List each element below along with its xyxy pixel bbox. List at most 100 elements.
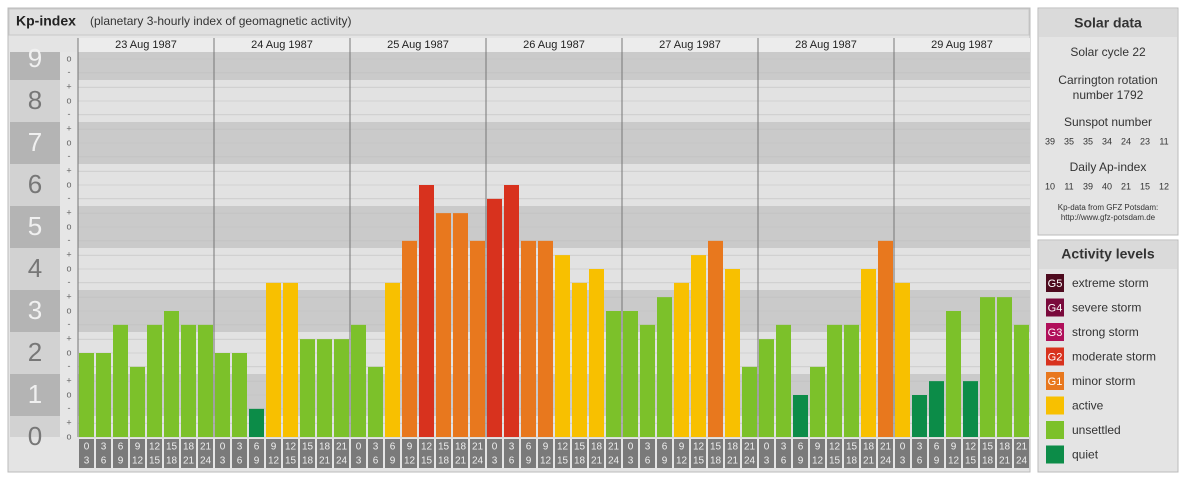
- bar: [283, 282, 298, 437]
- minor-tick-label: o: [66, 137, 71, 147]
- minor-tick-label: +: [66, 250, 71, 260]
- time-start: 9: [679, 442, 685, 453]
- time-box: [470, 439, 485, 468]
- ap-value: 11: [1064, 181, 1073, 191]
- time-start: 0: [356, 442, 362, 453]
- bar: [759, 339, 774, 437]
- time-box: [725, 439, 740, 468]
- time-box: [283, 439, 298, 468]
- legend-label: moderate storm: [1072, 350, 1156, 364]
- time-box: [164, 439, 179, 468]
- time-end: 24: [472, 456, 484, 467]
- bar: [827, 324, 842, 437]
- bar: [623, 311, 638, 437]
- legend-badge: G3: [1048, 327, 1063, 339]
- time-start: 21: [472, 442, 484, 453]
- time-box: [419, 439, 434, 468]
- day-label: 28 Aug 1987: [795, 39, 857, 51]
- time-end: 12: [404, 456, 416, 467]
- time-start: 3: [101, 442, 107, 453]
- day-label: 27 Aug 1987: [659, 39, 721, 51]
- legend-swatch: [1046, 396, 1064, 415]
- bar: [317, 339, 332, 437]
- bar: [504, 185, 519, 437]
- time-start: 9: [135, 442, 141, 453]
- level-label-band: [10, 248, 60, 290]
- time-box: [946, 439, 961, 468]
- bar: [300, 339, 315, 437]
- ap-title: Daily Ap-index: [1070, 160, 1147, 174]
- time-end: 21: [183, 456, 195, 467]
- time-end: 24: [1016, 456, 1028, 467]
- bar: [555, 255, 570, 437]
- y-tick-label: 7: [28, 127, 42, 157]
- level-label-band: [10, 416, 60, 437]
- solar-title: Solar data: [1074, 15, 1142, 31]
- time-end: 21: [863, 456, 875, 467]
- legend-swatch: [1046, 421, 1064, 439]
- minor-label-column: [60, 52, 78, 437]
- bar: [130, 366, 145, 437]
- time-start: 15: [846, 442, 858, 453]
- time-end: 9: [254, 456, 260, 467]
- time-end: 9: [798, 456, 804, 467]
- time-start: 15: [166, 442, 178, 453]
- time-box: [249, 439, 264, 468]
- bar: [436, 213, 451, 437]
- day-header: [78, 38, 1030, 52]
- bar: [844, 324, 859, 437]
- time-start: 15: [302, 442, 314, 453]
- carrington: number 1792: [1073, 88, 1144, 102]
- time-start: 21: [200, 442, 212, 453]
- time-end: 6: [373, 456, 379, 467]
- time-box: [691, 439, 706, 468]
- time-start: 0: [220, 442, 226, 453]
- time-end: 15: [965, 456, 977, 467]
- time-start: 3: [237, 442, 243, 453]
- minor-tick-label: o: [66, 221, 71, 231]
- minor-tick-label: -: [68, 67, 71, 77]
- time-end: 21: [999, 456, 1011, 467]
- bar: [1014, 324, 1029, 437]
- y-tick-label: 2: [28, 337, 42, 367]
- time-start: 6: [662, 442, 668, 453]
- time-end: 24: [744, 456, 756, 467]
- minor-tick-label: +: [66, 208, 71, 218]
- minor-tick-label: +: [66, 418, 71, 428]
- time-box: [776, 439, 791, 468]
- time-end: 12: [676, 456, 688, 467]
- time-end: 9: [118, 456, 124, 467]
- time-start: 18: [455, 442, 467, 453]
- time-box: [827, 439, 842, 468]
- bar: [742, 366, 757, 437]
- minor-tick-label: o: [66, 431, 71, 441]
- time-start: 9: [407, 442, 413, 453]
- legend-label: severe storm: [1072, 301, 1141, 315]
- legend-swatch: [1046, 298, 1064, 317]
- bar: [793, 395, 808, 437]
- time-box: [538, 439, 553, 468]
- level-label-band: [10, 122, 60, 164]
- minor-tick-label: o: [66, 347, 71, 357]
- time-start: 15: [982, 442, 994, 453]
- minor-tick-label: -: [68, 319, 71, 329]
- time-start: 15: [574, 442, 586, 453]
- time-end: 12: [132, 456, 144, 467]
- minor-tick-label: -: [68, 193, 71, 203]
- time-box: [351, 439, 366, 468]
- minor-tick-label: -: [68, 277, 71, 287]
- time-end: 3: [220, 456, 226, 467]
- time-start: 12: [285, 442, 297, 453]
- legend-swatch: [1046, 274, 1064, 292]
- time-end: 3: [764, 456, 770, 467]
- time-box: [266, 439, 281, 468]
- time-box: [759, 439, 774, 468]
- time-end: 6: [781, 456, 787, 467]
- time-box: [895, 439, 910, 468]
- ap-value: 12: [1159, 181, 1169, 191]
- time-box: [555, 439, 570, 468]
- y-tick-label: 8: [28, 85, 42, 115]
- time-end: 18: [846, 456, 858, 467]
- time-box: [113, 439, 128, 468]
